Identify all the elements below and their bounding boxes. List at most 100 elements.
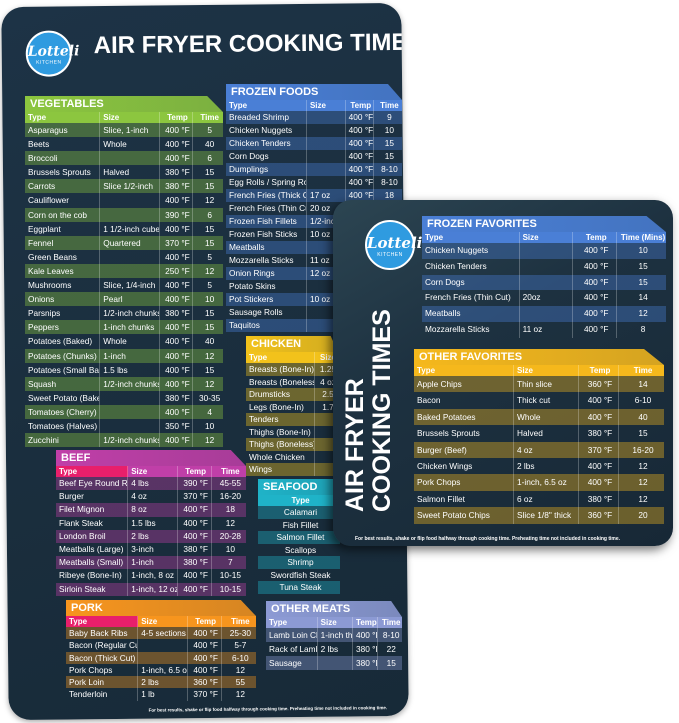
table-cell: 10-15 — [219, 570, 241, 581]
column-header: Type — [25, 112, 101, 123]
column-header: Type — [226, 100, 307, 111]
table-header: Type Size — [246, 352, 338, 363]
table-row: Bacon Thick cut 400 °F 6-10 — [414, 392, 664, 409]
table-row: Fish Fillet — [258, 519, 340, 532]
table-cell: Broccoli — [25, 151, 101, 166]
table-cell: Baby Back Ribs — [66, 627, 139, 640]
column-header: Size — [128, 466, 178, 477]
table-cell: 10 — [384, 125, 395, 135]
table-cell: Meatballs — [226, 241, 307, 254]
section-title: BEEF — [56, 450, 246, 466]
table-cell: 400 °F — [160, 320, 194, 335]
table-cell: Brussels Sprouts — [25, 165, 101, 180]
table-row: Carrots Slice 1/2-inch 380 °F 15 — [25, 179, 223, 194]
table-cell: Burger (Beef) — [414, 441, 514, 458]
table-cell: Pork Chops — [414, 474, 514, 491]
table-cell: Squash — [25, 376, 101, 391]
table-cell: 6 — [207, 209, 212, 220]
table-cell: Tenders — [246, 413, 315, 426]
table-row: Chicken Nuggets 400 °F 10 — [226, 124, 402, 137]
vertical-title: AIR FRYER COOKING TIMES — [341, 309, 396, 512]
column-header: Size — [307, 100, 346, 111]
page-title: AIR FRYER COOKING TIMES — [93, 28, 409, 60]
table-cell: Chicken Nuggets — [422, 243, 520, 259]
table-cell: 380 °F — [353, 642, 378, 656]
table-cell: Slice, 1-inch — [100, 123, 160, 138]
table-cell: 400 °F — [160, 334, 194, 349]
table-cell: Sweet Potato Chips — [414, 507, 514, 524]
table-cell: 8-10 — [381, 164, 398, 174]
table-cell: 370 °F — [178, 490, 212, 504]
table-cell: Pork Chops — [66, 663, 139, 677]
table-row: Pork Chops 1-inch, 6.5 oz 400 °F 12 — [66, 663, 256, 677]
table-cell: Frozen Fish Fillets — [226, 215, 307, 228]
table-row: Tomatoes (Cherry) 400 °F 4 — [25, 404, 223, 419]
table-cell: Corn on the cob — [25, 207, 101, 222]
table-cell: 400 °F — [160, 151, 194, 166]
table-row: Dumplings 400 °F 8-10 — [226, 163, 402, 176]
table-row: Breasts (Boneless) 4 oz — [246, 375, 338, 388]
table-cell: 15 — [205, 237, 215, 248]
table-cell: 1/2-inch chunks — [100, 433, 160, 448]
column-header: Size — [514, 365, 579, 376]
column-header: Type — [266, 617, 318, 628]
section-title: FROZEN FOODS — [226, 84, 402, 100]
table-cell: 380 °F — [160, 165, 194, 180]
table-cell: 400 °F — [160, 221, 194, 236]
table-row: Sausage 380 °F 15 — [266, 656, 402, 670]
table-cell: Parsnips — [25, 306, 101, 321]
table-cell: 10-15 — [219, 583, 241, 594]
table-cell: Whole — [514, 408, 579, 426]
table-cell: 18 — [225, 504, 235, 515]
table-row: Salmon Fillet — [258, 531, 340, 544]
table-row: Filet Mignon 8 oz 400 °F 18 — [56, 503, 246, 517]
table-cell: French Fries (Thick Cut) — [226, 189, 307, 202]
table-cell: 15 — [205, 322, 215, 333]
table-row: Onions Pearl 400 °F 10 — [25, 292, 223, 307]
table-cell: Green Beans — [25, 249, 101, 264]
table-row: Chicken Tenders 400 °F 15 — [422, 258, 666, 275]
table-cell: Bacon (Thick Cut) — [66, 651, 139, 664]
table-cell: Breaded Shrimp — [226, 111, 307, 124]
table-row: Ribeye (Bone-In) 1-inch, 8 oz 400 °F 10-15 — [56, 569, 246, 583]
table-row: Tomatoes (Halves) 350 °F 10 — [25, 418, 223, 434]
table-cell: 15 — [638, 276, 648, 287]
table-cell: 400 °F — [573, 258, 618, 275]
table-cell: 400 °F — [160, 376, 194, 391]
table-row: Meatballs (Large) 3-inch 380 °F 10 — [56, 542, 246, 557]
column-header: Time (Mins) — [380, 101, 399, 110]
table-cell: Wings — [246, 463, 315, 476]
table-cell: 4 oz — [320, 376, 336, 387]
table-cell: 12 — [205, 265, 215, 276]
table-cell: 2 lbs — [138, 676, 188, 689]
table-row: Whole Chicken — [246, 450, 338, 463]
table-cell: 400 °F — [346, 137, 374, 150]
table-cell: 12 — [638, 477, 648, 488]
table-cell: 400 °F — [178, 569, 212, 583]
table-cell: 1-inch, 6.5 oz — [514, 474, 579, 491]
table-cell: Sausage Rolls — [226, 306, 307, 319]
table-cell: 10 — [638, 245, 648, 255]
column-header: Time (Mins) — [633, 366, 653, 375]
table-cell: 4 lbs — [128, 477, 178, 491]
table-cell: 5-7 — [234, 640, 247, 651]
table-cell: Bacon — [414, 392, 514, 409]
table-cell: 400 °F — [353, 628, 378, 642]
table-cell: Sirloin Steak — [56, 582, 129, 596]
table-cell: 2.5 — [322, 389, 334, 399]
table-cell: Salmon Fillet — [276, 532, 325, 542]
table-row: Meatballs (Small) 1-inch 380 °F 7 — [56, 556, 246, 570]
table-cell: 40 — [205, 139, 215, 150]
table-cell: French Fries (Thin Cut) — [226, 202, 307, 215]
table-row: Brussels Sprouts Halved 380 °F 15 — [25, 165, 223, 180]
table-row: Breasts (Bone-In) 1.25 — [246, 363, 338, 376]
table-cell: Cauliflower — [25, 193, 101, 208]
table-row: Fennel Quartered 370 °F 15 — [25, 235, 223, 250]
column-header: Temp — [579, 365, 619, 376]
table-cell: 40 — [638, 411, 648, 422]
